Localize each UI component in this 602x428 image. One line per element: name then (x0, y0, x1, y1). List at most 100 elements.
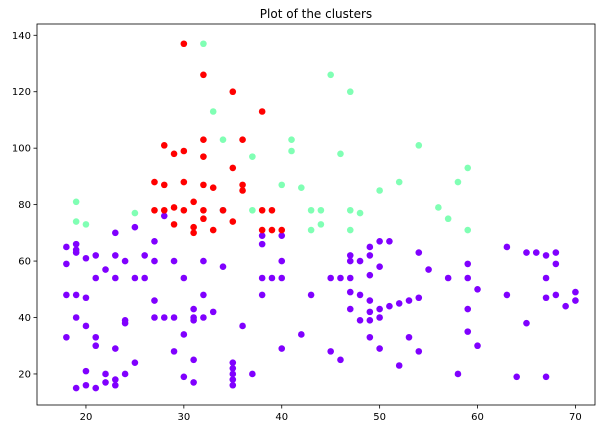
cluster-1-point (63, 243, 70, 251)
cluster-2-point (209, 108, 217, 115)
cluster-1-point (82, 367, 90, 375)
cluster-3-point (200, 215, 207, 223)
cluster-1-point (82, 381, 90, 389)
y-tick-label: 140 (12, 31, 31, 42)
cluster-1-point (209, 308, 217, 316)
cluster-3-point (190, 223, 197, 231)
cluster-1-point (102, 266, 109, 273)
cluster-3-point (268, 206, 276, 214)
cluster-1-point (249, 370, 256, 378)
cluster-1-point (376, 263, 383, 271)
cluster-3-point (239, 187, 246, 194)
cluster-3-point (151, 178, 158, 186)
cluster-1-point (131, 359, 139, 366)
cluster-1-point (523, 319, 530, 327)
cluster-3-point (151, 206, 158, 214)
cluster-3-point (200, 206, 207, 214)
cluster-1-point (180, 274, 188, 282)
cluster-1-point (298, 331, 305, 338)
cluster-1-point (346, 288, 354, 296)
cluster-3-point (180, 147, 188, 155)
cluster-1-point (102, 370, 109, 378)
cluster-1-point (337, 356, 344, 364)
cluster-1-point (307, 291, 315, 299)
cluster-1-point (131, 274, 139, 282)
cluster-3-point (180, 178, 188, 186)
cluster-1-point (415, 249, 423, 256)
cluster-1-point (92, 252, 100, 259)
cluster-1-point (229, 365, 237, 372)
cluster-1-point (376, 238, 383, 245)
cluster-1-point (229, 381, 237, 389)
x-tick-label: 20 (80, 412, 93, 423)
cluster-1-point (121, 319, 129, 327)
cluster-1-point (72, 314, 80, 321)
cluster-1-point (268, 274, 276, 282)
cluster-3-point (170, 221, 178, 228)
cluster-1-point (141, 274, 148, 282)
cluster-1-point (200, 314, 207, 321)
cluster-1-point (366, 333, 374, 341)
cluster-1-point (346, 305, 354, 313)
cluster-1-point (112, 229, 119, 237)
cluster-1-point (366, 308, 374, 316)
cluster-2-point (317, 221, 325, 228)
cluster-1-point (552, 260, 560, 268)
cluster-3-point (209, 226, 217, 234)
cluster-1-point (229, 376, 237, 383)
cluster-series-3 (151, 40, 286, 237)
cluster-1-point (160, 212, 168, 220)
cluster-1-point (151, 238, 158, 245)
cluster-2-point (464, 164, 472, 172)
cluster-1-point (82, 254, 90, 262)
cluster-1-point (170, 348, 178, 355)
cluster-1-point (72, 384, 80, 392)
cluster-2-point (307, 206, 315, 214)
y-tick-label: 20 (18, 369, 31, 380)
cluster-1-point (395, 362, 403, 369)
cluster-3-point (229, 218, 237, 225)
cluster-1-point (444, 274, 452, 282)
cluster-1-point (112, 252, 119, 259)
cluster-1-point (229, 359, 237, 366)
cluster-series-2 (72, 40, 472, 234)
cluster-1-point (464, 305, 472, 313)
cluster-1-point (151, 297, 158, 304)
cluster-series-1 (63, 206, 579, 392)
y-tick-label: 40 (18, 313, 31, 324)
cluster-1-point (366, 252, 374, 259)
cluster-3-point (229, 88, 237, 96)
cluster-1-point (366, 243, 374, 251)
cluster-2-point (464, 226, 472, 234)
cluster-1-point (190, 317, 197, 324)
cluster-1-point (82, 294, 90, 302)
cluster-1-point (386, 238, 393, 245)
cluster-1-point (464, 260, 472, 268)
cluster-3-point (180, 40, 188, 48)
y-tick-label: 120 (12, 87, 31, 98)
cluster-1-point (131, 223, 139, 231)
cluster-2-point (415, 142, 423, 149)
cluster-1-point (356, 317, 364, 324)
cluster-1-point (151, 314, 158, 321)
cluster-1-point (63, 291, 70, 299)
x-tick-label: 30 (177, 412, 190, 423)
cluster-1-point (112, 376, 119, 383)
cluster-2-point (346, 88, 354, 96)
cluster-1-point (258, 240, 266, 248)
cluster-2-point (278, 181, 286, 189)
cluster-2-point (327, 71, 334, 79)
cluster-1-point (337, 274, 344, 282)
cluster-3-point (258, 206, 266, 214)
x-tick-label: 60 (471, 412, 484, 423)
cluster-2-point (288, 136, 295, 144)
cluster-1-point (200, 257, 207, 265)
plot-area-frame (36, 23, 596, 406)
cluster-1-point (405, 297, 413, 304)
cluster-1-point (523, 249, 530, 256)
cluster-1-point (415, 348, 423, 355)
cluster-1-point (82, 322, 90, 330)
cluster-3-point (219, 206, 227, 214)
